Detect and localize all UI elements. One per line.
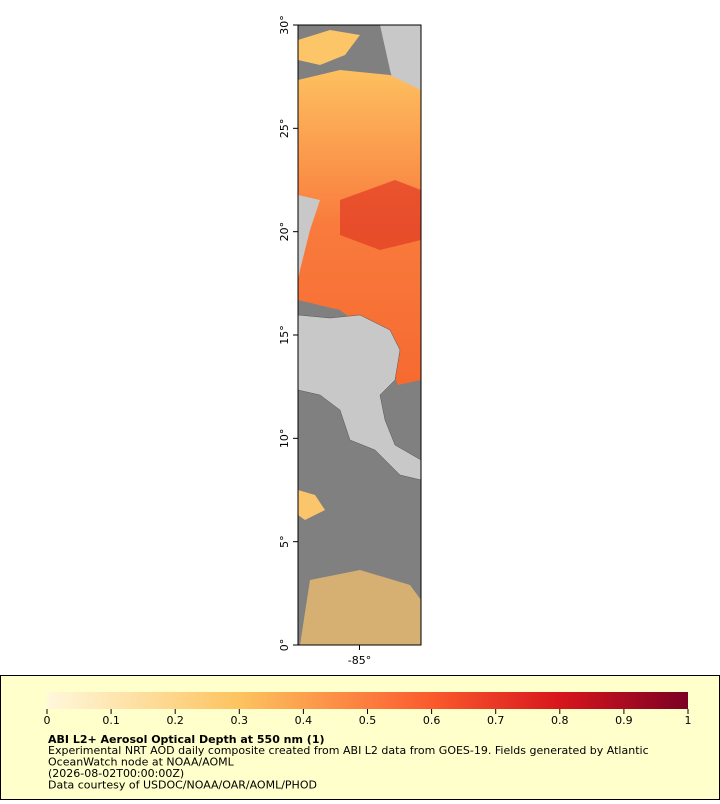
colorbar-tick-label: 0 xyxy=(44,714,51,727)
y-tick-label: 20° xyxy=(278,222,291,242)
colorbar-tick-label: 0.7 xyxy=(487,714,505,727)
legend-title: ABI L2+ Aerosol Optical Depth at 550 nm … xyxy=(48,733,325,746)
y-tick-label: 30° xyxy=(278,15,291,35)
map xyxy=(298,25,421,645)
colorbar-tick-label: 0.3 xyxy=(231,714,249,727)
aerosol-patch xyxy=(300,570,421,645)
aerosol-patch xyxy=(340,180,421,250)
legend-line: OceanWatch node at NOAA/AOML xyxy=(48,756,235,769)
y-tick-label: 5° xyxy=(278,535,291,548)
legend-lines: Experimental NRT AOD daily composite cre… xyxy=(48,744,649,792)
aerosol-patch xyxy=(298,490,325,520)
colorbar-tick-label: 0.2 xyxy=(166,714,184,727)
legend-line: Data courtesy of USDOC/NOAA/OAR/AOML/PHO… xyxy=(48,779,317,792)
y-tick-label: 10° xyxy=(278,429,291,449)
colorbar-tick-label: 0.1 xyxy=(102,714,120,727)
colorbar-tick-label: 0.5 xyxy=(359,714,377,727)
y-tick-label: 25° xyxy=(278,119,291,139)
colorbar-tick-label: 0.4 xyxy=(295,714,313,727)
axes: 0° 5° 10° 15° 20° 25° 30° -85° xyxy=(278,15,371,667)
colorbar-axis: 0 0.1 0.2 0.3 0.4 0.5 0.6 0.7 0.8 0.9 1 xyxy=(44,709,692,727)
colorbar-tick-label: 0.6 xyxy=(423,714,441,727)
colorbar-tick-label: 1 xyxy=(685,714,692,727)
y-tick-label: 15° xyxy=(278,325,291,345)
colorbar xyxy=(47,692,688,709)
legend-line: (2026-08-02T00:00:00Z) xyxy=(48,767,184,780)
coast xyxy=(298,195,320,280)
legend-line: Experimental NRT AOD daily composite cre… xyxy=(48,744,649,757)
aerosol-patch xyxy=(298,30,360,65)
colorbar-tick-label: 0.9 xyxy=(615,714,633,727)
x-tick-label: -85° xyxy=(348,654,371,667)
central-america xyxy=(298,314,421,481)
y-tick-label: 0° xyxy=(278,639,291,652)
colorbar-tick-label: 0.8 xyxy=(551,714,569,727)
